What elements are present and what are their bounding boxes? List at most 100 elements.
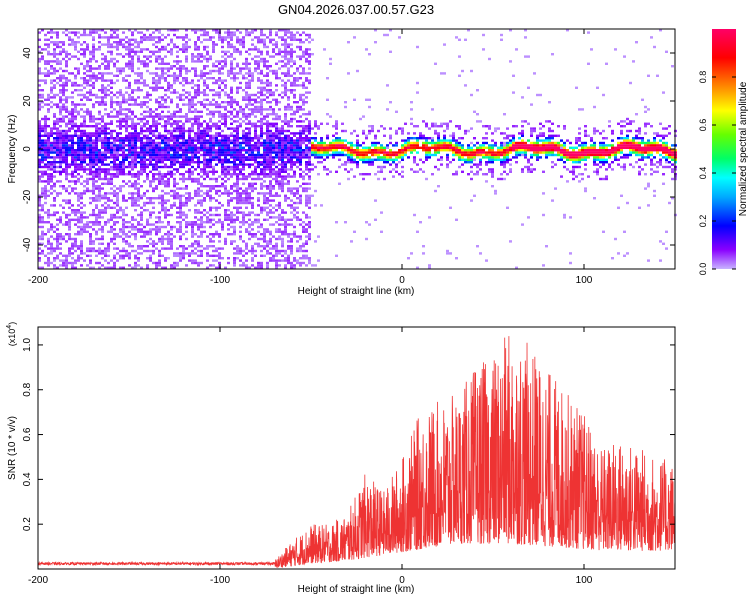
heatmap-cell (128, 98, 131, 101)
heatmap-cell (263, 57, 266, 61)
heatmap-cell (119, 228, 122, 231)
heatmap-cell (248, 96, 251, 99)
heatmap-cell (65, 69, 68, 73)
heatmap-cell (314, 151, 317, 154)
heatmap-cell (152, 249, 155, 253)
heatmap-cell (152, 117, 155, 121)
heatmap-cell (200, 201, 203, 205)
heatmap-cell (221, 247, 224, 250)
heatmap-cell (179, 211, 182, 214)
heatmap-cell (335, 120, 338, 123)
heatmap-cell (191, 252, 194, 255)
heatmap-cell (197, 74, 200, 77)
heatmap-cell (284, 199, 287, 202)
heatmap-cell (83, 259, 86, 262)
heatmap-cell (185, 129, 188, 133)
heatmap-cell (101, 103, 104, 106)
heatmap-cell (101, 125, 104, 128)
heatmap-cell (134, 79, 137, 82)
heatmap-cell (167, 182, 170, 185)
heatmap-cell (128, 149, 131, 152)
heatmap-cell (47, 189, 50, 193)
heatmap-cell (251, 197, 254, 200)
heatmap-cell (194, 72, 197, 75)
heatmap-cell (122, 153, 125, 157)
heatmap-cell (263, 74, 266, 77)
heatmap-cell (269, 153, 272, 157)
heatmap-cell (77, 158, 80, 161)
heatmap-cell (188, 129, 191, 133)
heatmap-cell (236, 50, 239, 53)
heatmap-cell (272, 69, 275, 73)
heatmap-cell (188, 254, 191, 257)
heatmap-cell (275, 204, 278, 207)
heatmap-cell (248, 225, 251, 229)
heatmap-cell (242, 182, 245, 185)
heatmap-cell (218, 144, 221, 147)
heatmap-cell (218, 38, 221, 41)
heatmap-cell (206, 173, 209, 176)
heatmap-cell (44, 221, 47, 224)
heatmap-cell (227, 233, 230, 236)
heatmap-cell (230, 149, 233, 152)
heatmap-cell (320, 144, 323, 147)
heatmap-cell (110, 153, 113, 157)
heatmap-cell (200, 134, 203, 137)
heatmap-cell (221, 137, 224, 140)
heatmap-cell (236, 189, 239, 193)
heatmap-cell (209, 218, 212, 221)
heatmap-cell (113, 139, 116, 142)
heatmap-cell (95, 218, 98, 221)
heatmap-cell (197, 146, 200, 149)
heatmap-cell (290, 151, 293, 154)
heatmap-cell (149, 38, 152, 41)
heatmap-cell (305, 165, 308, 169)
heatmap-cell (182, 161, 185, 164)
heatmap-cell (56, 192, 59, 195)
heatmap-cell (149, 108, 152, 111)
heatmap-cell (68, 129, 71, 133)
heatmap-cell (167, 50, 170, 53)
heatmap-cell (305, 129, 308, 133)
heatmap-cell (227, 50, 230, 53)
heatmap-cell (290, 137, 293, 140)
heatmap-cell (134, 209, 137, 212)
heatmap-cell (179, 81, 182, 85)
heatmap-cell (74, 41, 77, 44)
heatmap-cell (275, 146, 278, 149)
heatmap-cell (269, 151, 272, 154)
heatmap-cell (194, 211, 197, 214)
heatmap-cell (200, 91, 203, 94)
heatmap-cell (77, 177, 80, 181)
heatmap-cell (77, 110, 80, 113)
heatmap-cell (263, 41, 266, 44)
heatmap-cell (56, 247, 59, 250)
heatmap-cell (188, 45, 191, 49)
heatmap-cell (170, 245, 173, 248)
heatmap-cell (284, 72, 287, 75)
heatmap-cell (230, 105, 233, 109)
heatmap-cell (74, 242, 77, 245)
heatmap-cell (98, 216, 101, 219)
heatmap-cell (248, 233, 251, 236)
heatmap-cell (266, 91, 269, 94)
heatmap-cell (68, 113, 71, 116)
heatmap-cell (143, 125, 146, 128)
heatmap-cell (239, 43, 242, 46)
heatmap-cell (59, 84, 62, 87)
heatmap-cell (161, 137, 164, 140)
heatmap-cell (41, 180, 44, 183)
heatmap-cell (140, 228, 143, 231)
heatmap-cell (230, 45, 233, 49)
heatmap-cell (302, 67, 305, 70)
heatmap-cell (98, 153, 101, 157)
heatmap-cell (119, 41, 122, 44)
heatmap-cell (221, 101, 224, 104)
heatmap-cell (335, 125, 338, 128)
heatmap-cell (275, 170, 278, 173)
heatmap-cell (182, 153, 185, 157)
heatmap-cell (233, 158, 236, 161)
heatmap-cell (290, 158, 293, 161)
heatmap-cell (152, 158, 155, 161)
heatmap-cell (155, 72, 158, 75)
